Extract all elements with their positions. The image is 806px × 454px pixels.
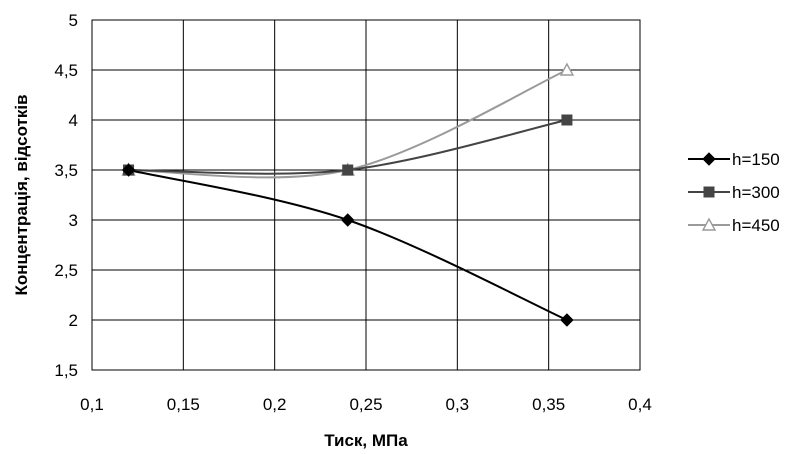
y-tick-label: 3,5 [54,161,78,180]
plot-border [91,19,641,371]
data-point-h-450 [559,62,575,76]
x-tick-label: 0,4 [628,395,652,414]
legend-label: h=450 [732,216,780,235]
legend-marker [701,217,717,231]
legend-label: h=300 [732,183,780,202]
data-point-h-150 [121,163,136,177]
y-axis-title: Концентрація, відсотків [12,94,31,295]
y-tick-label: 4,5 [54,61,78,80]
legend-entry: h=300 [688,183,780,202]
legend-marker [702,152,716,166]
legend-label: h=150 [732,150,780,169]
data-point-h-150 [341,213,355,227]
data-point-h-300 [561,114,573,126]
x-tick-label: 0,1 [80,395,104,414]
legend-entry: h=150 [688,150,780,169]
x-axis-tick-labels: 0,1 0,15 0,2 0,25 0,3 0,35 0,4 [80,395,652,414]
x-tick-label: 0,15 [167,395,200,414]
legend: h=150 h=300 h=450 [688,150,780,235]
data-point-h-300 [342,164,354,176]
y-axis-tick-labels: 1,5 2 2,5 3 3,5 4 4,5 5 [54,11,78,380]
y-tick-label: 2,5 [54,261,78,280]
x-tick-label: 0,35 [532,395,565,414]
x-axis-title: Тиск, МПа [324,431,408,450]
legend-marker [703,186,715,198]
y-tick-label: 3 [69,211,78,230]
x-tick-label: 0,3 [446,395,470,414]
y-tick-label: 2 [69,311,78,330]
x-tick-label: 0,25 [349,395,382,414]
data-point-h-150 [560,313,574,327]
series-markers [121,62,575,327]
legend-entry: h=450 [688,216,780,235]
y-tick-label: 5 [69,11,78,30]
y-tick-label: 1,5 [54,361,78,380]
y-tick-label: 4 [69,111,78,130]
x-tick-label: 0,2 [263,395,287,414]
